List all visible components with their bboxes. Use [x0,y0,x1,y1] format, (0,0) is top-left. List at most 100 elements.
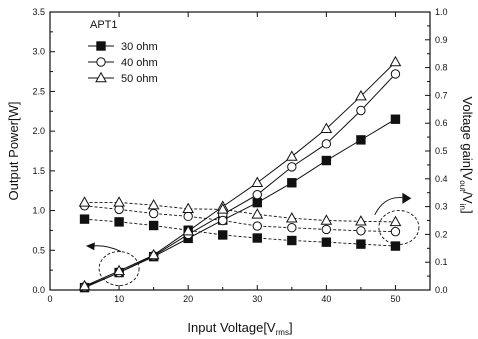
gain-point [182,202,195,214]
right-annotation-circle [378,209,420,245]
gain-point [287,235,297,246]
left-arrow-head [85,242,95,251]
power-point [287,178,297,188]
y-left-tick-label: 3.5 [32,7,45,17]
y-left-tick-label: 1.0 [32,206,45,216]
plot-area: 0 10 20 30 40 50 0.0 0.5 1.0 1.5 2.0 2.5 3.0 3.5 0.0 0.… [32,7,447,304]
gain-point [356,226,366,236]
power-point [287,162,297,172]
y-right-tick-label: 0.3 [435,202,448,212]
y-left-tick-label: 1.5 [32,166,45,176]
gain-point [390,241,401,251]
power-point [321,139,332,149]
gain-line [84,218,396,247]
legend-marker [96,57,106,67]
left-annotation-circle [98,251,140,287]
power-point [320,122,333,133]
gain-point [252,221,262,231]
power-point [389,55,402,67]
y-right-tick-label: 0.1 [435,257,448,267]
power-line [84,73,396,288]
y-right-tick-label: 0.0 [435,285,448,295]
y-right-tick-label: 0.2 [435,229,448,239]
x-tick-label: 10 [114,294,124,304]
right-arrow-head [402,192,412,204]
power-point [251,176,264,187]
gain-point [78,196,91,207]
power-point [182,225,195,236]
plot-frame [49,11,431,291]
x-axis-title: Input Voltage[Vrms] [187,320,292,337]
left-annotation-arrow [90,245,122,252]
power-point [390,114,401,124]
power-point [147,248,160,260]
y-left-tick-label: 2.0 [32,126,45,136]
annotations [85,192,420,287]
gain-line [84,205,396,233]
y-right-tick-label: 0.4 [435,174,448,184]
gain-point [321,224,332,235]
x-tick-label: 20 [183,294,193,304]
y-right-tick-label: 0.8 [435,63,448,73]
gain-point [218,215,228,226]
gain-point [148,220,159,231]
y-left-tick-label: 2.5 [32,86,45,96]
x-tick-label: 30 [252,294,262,304]
gain-point [183,211,193,222]
y-right-tick-label: 0.9 [435,35,448,45]
power-point [78,279,91,291]
power-point [356,105,366,116]
power-point [252,189,262,200]
gain-point [216,203,229,214]
power-point [321,155,332,166]
legend-label: 50 ohm [121,73,158,85]
y-left-tick-label: 0.0 [32,285,45,295]
gain-point [389,215,402,227]
gain-point [147,198,160,210]
legend-marker [96,41,106,51]
power-point [113,264,125,276]
y-right-tick-label: 0.6 [435,118,448,128]
series-30-ohm [79,114,401,293]
y-right-tick-label: 1.0 [435,7,448,17]
series-40-ohm [79,69,401,292]
gain-point [148,208,159,219]
power-point [356,135,366,145]
power-line [84,61,396,287]
gain-point [320,214,333,225]
y-right-tick-label: 0.7 [435,90,448,100]
gain-point [218,230,228,240]
y-left-tick-label: 0.5 [32,245,45,255]
x-tick-label: 40 [321,294,331,304]
legend-title: APT1 [90,19,118,31]
gain-point [390,226,401,237]
gain-point [251,208,264,219]
y-left-tick-label: 3.0 [32,47,45,57]
gain-point [356,239,366,249]
legend-label: 30 ohm [121,41,158,53]
gain-point [252,233,262,243]
x-tick-label: 50 [390,294,400,304]
gain-point [285,212,298,223]
gain-line [84,201,396,223]
y-right-tick-label: 0.5 [435,146,448,156]
gain-point [355,215,367,226]
gain-point [79,214,90,224]
gain-point [321,237,332,247]
y-right-axis-title: Voltage gain[Vout/Vin] [458,96,475,213]
power-point [355,89,367,101]
series-50-ohm [78,55,402,291]
y-left-axis-title: Output Power[W] [6,102,21,201]
x-tick-label: 0 [47,294,52,304]
gain-point [114,217,124,227]
power-point [285,150,298,161]
gain-point [113,196,125,207]
power-point [390,69,401,79]
gain-point [287,223,297,233]
power-point [252,197,262,208]
legend-label: 40 ohm [121,57,158,69]
series-layer [78,55,402,293]
legend-marker [95,71,107,83]
